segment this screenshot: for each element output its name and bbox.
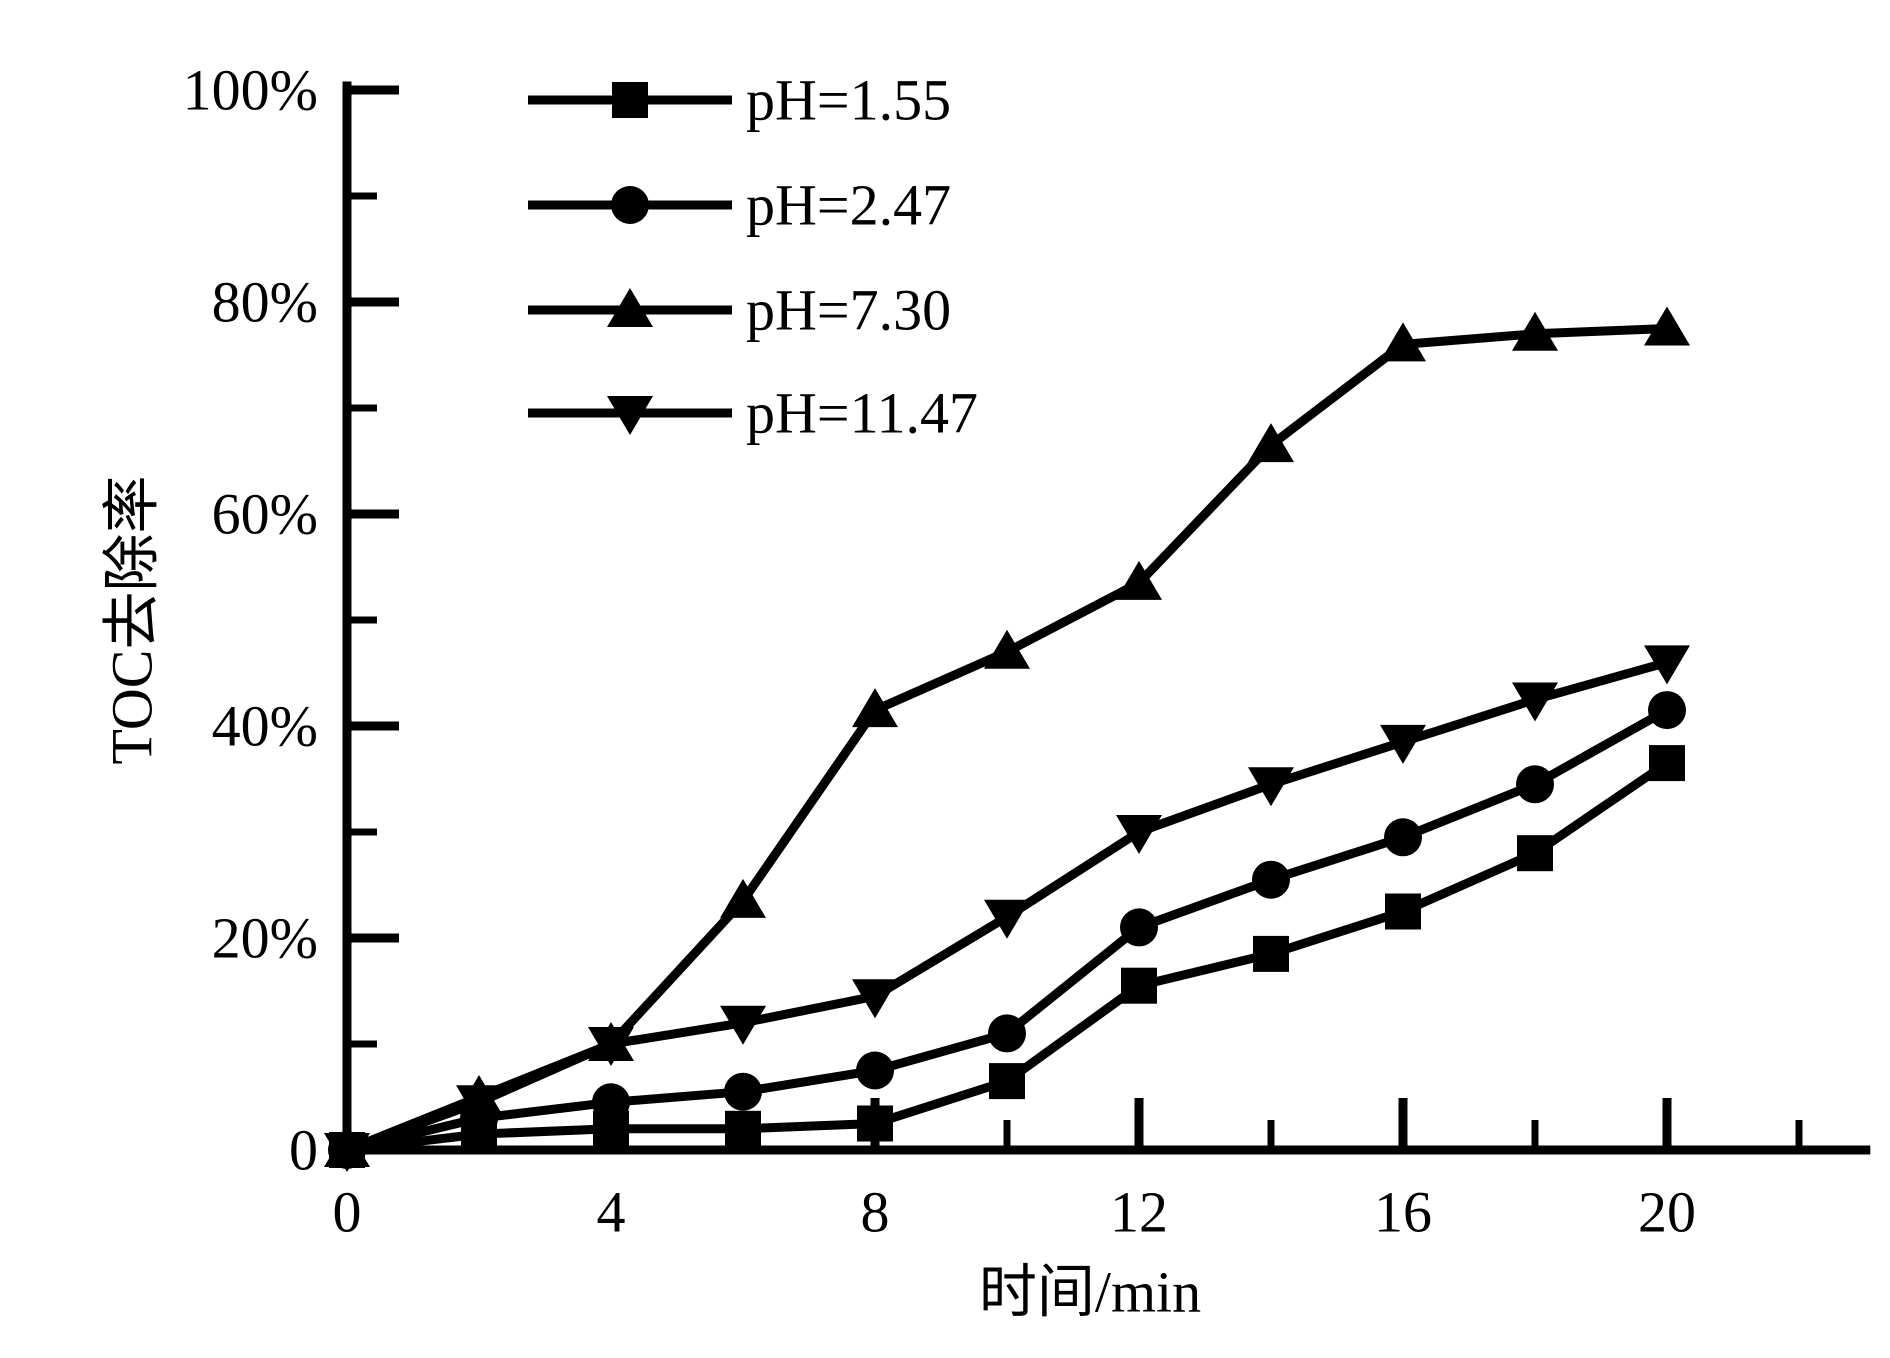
square-marker [857, 1105, 893, 1142]
triangle-down-marker [607, 396, 653, 435]
y-tick-label: 40% [212, 694, 318, 759]
legend-entry-pH-1.55: pH=1.55 [528, 68, 951, 133]
circle-marker [1252, 860, 1290, 899]
triangle-up-marker [1116, 560, 1162, 600]
legend: pH=1.55 pH=2.47 pH=7.30 pH=11.47 [528, 68, 978, 446]
legend-label: pH=2.47 [746, 173, 951, 238]
x-tick-label: 8 [861, 1180, 890, 1245]
circle-marker [592, 1083, 630, 1122]
legend-entry-pH-2.47: pH=2.47 [528, 173, 951, 238]
circle-marker [1516, 765, 1554, 804]
triangle-up-marker [1380, 322, 1426, 362]
circle-marker [611, 186, 649, 224]
triangle-up-marker [1512, 311, 1558, 351]
triangle-up-marker [1248, 423, 1294, 463]
triangle-up-marker [984, 629, 1030, 669]
square-marker [1649, 745, 1685, 782]
legend-label: pH=7.30 [746, 278, 951, 343]
tick-labels: 0 20% 40% 60% 80% 100% 0 4 8 12 16 20 [183, 58, 1696, 1245]
circle-marker [1120, 908, 1158, 947]
triangle-down-marker [1644, 645, 1690, 685]
triangle-down-marker [1116, 815, 1162, 854]
square-marker [1121, 967, 1157, 1004]
legend-label: pH=11.47 [746, 381, 978, 446]
x-tick-label: 16 [1374, 1180, 1432, 1245]
y-tick-label: 20% [212, 906, 318, 971]
triangle-down-marker [588, 1027, 634, 1066]
series-pH-11.47 [324, 645, 1690, 1172]
y-tick-label: 80% [212, 270, 318, 335]
square-marker [989, 1063, 1025, 1100]
square-marker [1385, 893, 1421, 930]
triangle-up-marker [1644, 306, 1690, 346]
circle-marker [856, 1051, 894, 1090]
x-axis-title: 时间/min [979, 1260, 1201, 1325]
axes [338, 81, 1871, 1159]
y-tick-label: 100% [183, 58, 318, 123]
legend-entry-pH-7.30: pH=7.30 [528, 278, 951, 343]
circle-marker [1648, 691, 1686, 730]
triangle-down-marker [1380, 724, 1426, 764]
x-tick-label: 12 [1110, 1180, 1168, 1245]
triangle-down-marker [1248, 767, 1294, 807]
y-axis-title: TOC去除率 [100, 476, 165, 765]
triangle-down-marker [456, 1085, 502, 1125]
square-marker [1517, 835, 1553, 872]
legend-label: pH=1.55 [746, 68, 951, 133]
x-tick-label: 4 [597, 1180, 626, 1245]
square-marker [612, 82, 648, 118]
circle-marker [724, 1072, 762, 1111]
triangle-down-marker [852, 979, 898, 1019]
square-marker [1253, 935, 1289, 972]
legend-entry-pH-11.47: pH=11.47 [528, 381, 978, 446]
circle-marker [988, 1014, 1026, 1053]
triangle-down-marker [1512, 682, 1558, 722]
triangle-down-marker [324, 1133, 370, 1172]
x-tick-label: 20 [1638, 1180, 1696, 1245]
square-marker [725, 1110, 761, 1147]
y-tick-label: 60% [212, 482, 318, 547]
x-tick-label: 0 [333, 1180, 362, 1245]
triangle-up-marker [720, 878, 766, 918]
triangle-up-marker [852, 688, 898, 728]
triangle-down-marker [720, 1005, 766, 1045]
circle-marker [1384, 818, 1422, 857]
triangle-down-marker [984, 899, 1030, 939]
y-tick-label: 0 [289, 1118, 318, 1183]
series [324, 306, 1690, 1172]
triangle-up-marker [607, 288, 653, 327]
